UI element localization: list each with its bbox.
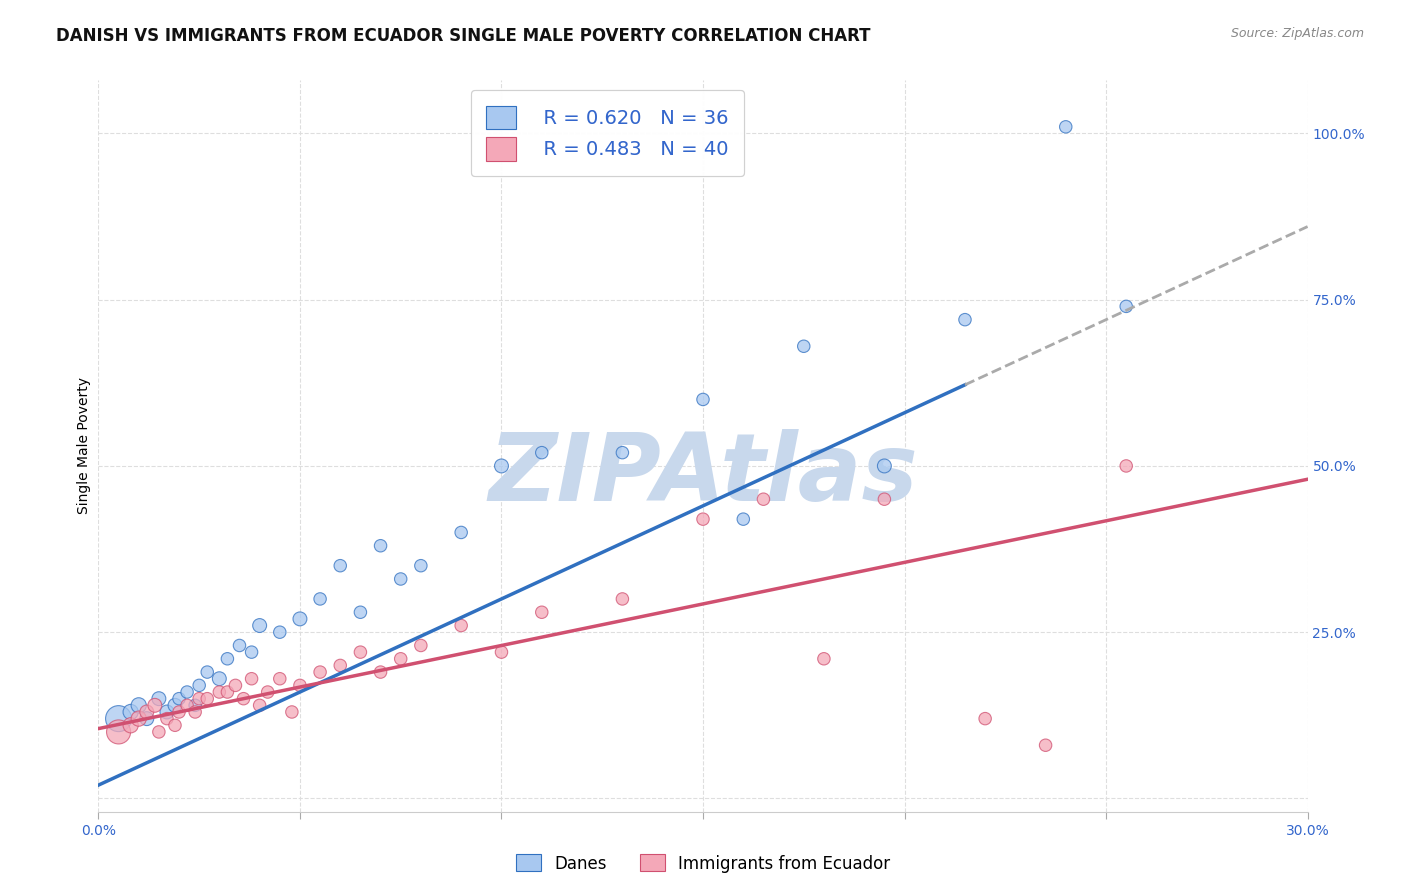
Point [249, 618, 271, 632]
Text: Source: ZipAtlas.com: Source: ZipAtlas.com [1230, 27, 1364, 40]
Point [120, 718, 142, 732]
Text: DANISH VS IMMIGRANTS FROM ECUADOR SINGLE MALE POVERTY CORRELATION CHART: DANISH VS IMMIGRANTS FROM ECUADOR SINGLE… [56, 27, 870, 45]
Point [389, 652, 412, 666]
Point [167, 705, 190, 719]
Point [450, 618, 472, 632]
Legend:   R = 0.620   N = 36,   R = 0.483   N = 40: R = 0.620 N = 36, R = 0.483 N = 40 [471, 90, 744, 177]
Point [156, 712, 179, 726]
Point [692, 392, 714, 407]
Point [370, 665, 392, 679]
Point [167, 691, 190, 706]
Point [953, 312, 976, 326]
Point [370, 539, 392, 553]
Point [1035, 738, 1057, 752]
Point [232, 691, 254, 706]
Point [329, 658, 352, 673]
Point [163, 718, 186, 732]
Point [692, 512, 714, 526]
Point [409, 558, 432, 573]
Point [349, 605, 371, 619]
Point [217, 685, 239, 699]
Point [530, 445, 553, 459]
Point [329, 558, 352, 573]
Point [188, 678, 211, 692]
Point [156, 705, 179, 719]
Point [1115, 458, 1137, 473]
Point [148, 691, 170, 706]
Point [195, 691, 218, 706]
Point [184, 698, 207, 713]
Point [450, 525, 472, 540]
Point [1115, 299, 1137, 313]
Y-axis label: Single Male Poverty: Single Male Poverty [77, 377, 91, 515]
Legend: Danes, Immigrants from Ecuador: Danes, Immigrants from Ecuador [509, 847, 897, 880]
Point [813, 652, 835, 666]
Point [269, 672, 291, 686]
Point [208, 672, 231, 686]
Point [269, 625, 291, 640]
Point [148, 725, 170, 739]
Point [224, 678, 246, 692]
Point [143, 698, 166, 713]
Text: ZIPAtlas: ZIPAtlas [488, 429, 918, 521]
Point [217, 652, 239, 666]
Point [107, 712, 129, 726]
Point [389, 572, 412, 586]
Point [195, 665, 218, 679]
Point [491, 645, 513, 659]
Point [249, 698, 271, 713]
Point [188, 691, 211, 706]
Point [128, 698, 150, 713]
Point [491, 458, 513, 473]
Point [256, 685, 278, 699]
Point [974, 712, 997, 726]
Point [873, 458, 896, 473]
Point [135, 705, 157, 719]
Point [793, 339, 815, 353]
Point [208, 685, 231, 699]
Point [184, 705, 207, 719]
Point [1054, 120, 1077, 134]
Point [240, 645, 263, 659]
Point [612, 591, 634, 606]
Point [163, 698, 186, 713]
Point [873, 492, 896, 507]
Point [176, 698, 198, 713]
Point [309, 665, 332, 679]
Point [228, 639, 250, 653]
Point [176, 685, 198, 699]
Point [107, 725, 129, 739]
Point [281, 705, 304, 719]
Point [309, 591, 332, 606]
Point [752, 492, 775, 507]
Point [120, 705, 142, 719]
Point [128, 712, 150, 726]
Point [612, 445, 634, 459]
Point [240, 672, 263, 686]
Point [288, 678, 311, 692]
Point [288, 612, 311, 626]
Point [409, 639, 432, 653]
Point [349, 645, 371, 659]
Point [733, 512, 755, 526]
Point [530, 605, 553, 619]
Point [135, 712, 157, 726]
